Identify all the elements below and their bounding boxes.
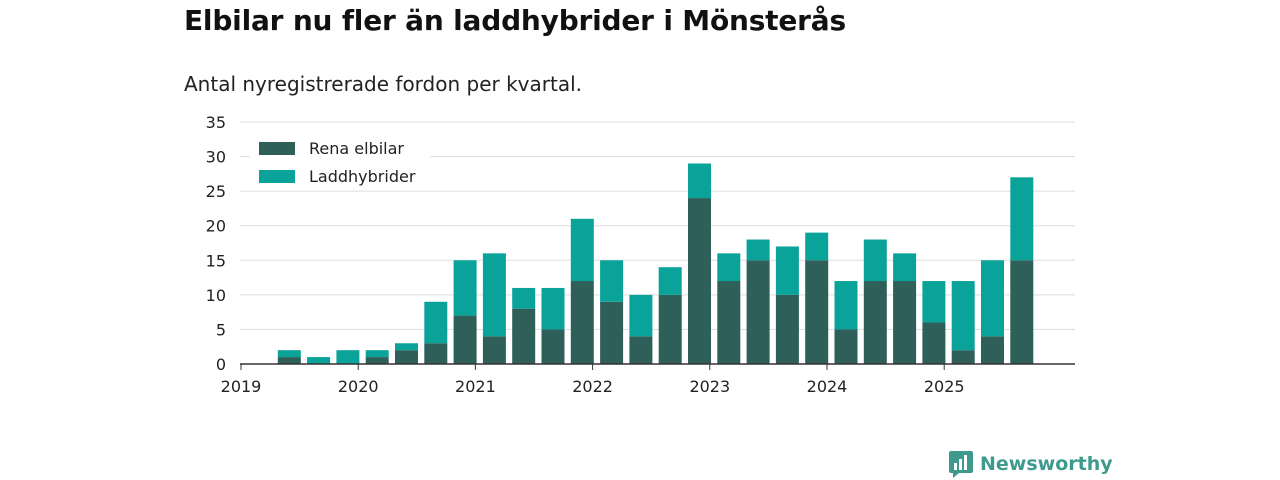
chart-title: Elbilar nu fler än laddhybrider i Mönste… bbox=[184, 4, 846, 37]
bar-laddhybrider bbox=[981, 260, 1004, 337]
bar-rena-elbilar bbox=[453, 315, 477, 364]
y-tick-label: 10 bbox=[206, 286, 226, 305]
bar-laddhybrider bbox=[775, 246, 799, 295]
bar-laddhybrider bbox=[365, 350, 389, 358]
x-tick-label: 2024 bbox=[807, 377, 848, 396]
x-tick-label: 2020 bbox=[338, 377, 379, 396]
x-tick-label: 2019 bbox=[221, 377, 262, 396]
bar-rena-elbilar bbox=[629, 336, 653, 364]
bar-rena-elbilar bbox=[746, 260, 770, 364]
brand-name: Newsworthy bbox=[980, 453, 1113, 475]
bar-rena-elbilar bbox=[981, 336, 1004, 364]
bar-laddhybrider bbox=[922, 281, 946, 323]
bar-laddhybrider bbox=[805, 232, 829, 261]
bar-laddhybrider bbox=[629, 294, 653, 337]
bar-rena-elbilar bbox=[717, 281, 741, 364]
bar-laddhybrider bbox=[336, 350, 360, 364]
bar-laddhybrider bbox=[1010, 177, 1034, 261]
y-tick-label: 0 bbox=[216, 355, 226, 374]
y-tick-label: 5 bbox=[216, 320, 226, 339]
bar-laddhybrider bbox=[746, 239, 770, 261]
bar-laddhybrider bbox=[570, 218, 594, 282]
y-tick-label: 15 bbox=[206, 251, 226, 270]
bar-laddhybrider bbox=[424, 301, 448, 344]
bar-laddhybrider bbox=[600, 260, 624, 302]
bar-laddhybrider bbox=[893, 253, 917, 282]
brand-logo: Newsworthy bbox=[948, 450, 1113, 478]
bar-laddhybrider bbox=[951, 281, 975, 351]
bar-laddhybrider bbox=[541, 287, 565, 330]
bar-rena-elbilar bbox=[775, 294, 799, 364]
legend-swatch bbox=[259, 170, 295, 183]
bar-rena-elbilar bbox=[395, 350, 418, 364]
legend-label: Laddhybrider bbox=[309, 167, 416, 186]
bar-rena-elbilar bbox=[805, 260, 829, 364]
bar-laddhybrider bbox=[307, 357, 331, 364]
bar-laddhybrider bbox=[658, 267, 682, 295]
legend-swatch bbox=[259, 142, 295, 155]
y-tick-label: 30 bbox=[206, 148, 226, 167]
x-tick-label: 2022 bbox=[572, 377, 613, 396]
bar-rena-elbilar bbox=[834, 329, 858, 364]
bar-rena-elbilar bbox=[893, 281, 917, 364]
bar-laddhybrider bbox=[453, 260, 477, 316]
legend-label: Rena elbilar bbox=[309, 139, 404, 158]
bar-laddhybrider bbox=[482, 253, 506, 337]
bar-rena-elbilar bbox=[688, 198, 711, 364]
bar-laddhybrider bbox=[834, 281, 858, 330]
bar-rena-elbilar bbox=[570, 281, 594, 364]
bar-rena-elbilar bbox=[424, 343, 448, 364]
bar-rena-elbilar bbox=[951, 350, 975, 364]
bar-laddhybrider bbox=[717, 253, 741, 282]
x-tick-label: 2025 bbox=[924, 377, 965, 396]
bar-laddhybrider bbox=[395, 343, 418, 351]
bar-laddhybrider bbox=[863, 239, 887, 282]
bar-rena-elbilar bbox=[863, 281, 887, 364]
y-tick-label: 25 bbox=[206, 182, 226, 201]
chart-subtitle: Antal nyregistrerade fordon per kvartal. bbox=[184, 72, 583, 96]
x-tick-label: 2023 bbox=[689, 377, 730, 396]
bar-rena-elbilar bbox=[512, 308, 536, 364]
newsworthy-logo-icon bbox=[949, 451, 973, 478]
bar-laddhybrider bbox=[277, 350, 301, 358]
bar-laddhybrider bbox=[512, 287, 536, 309]
bar-rena-elbilar bbox=[277, 357, 301, 364]
bar-rena-elbilar bbox=[541, 329, 565, 364]
bar-laddhybrider bbox=[688, 163, 711, 199]
bar-rena-elbilar bbox=[922, 322, 946, 364]
bar-rena-elbilar bbox=[482, 336, 506, 364]
bar-rena-elbilar bbox=[658, 294, 682, 364]
y-tick-label: 35 bbox=[206, 113, 226, 132]
bar-rena-elbilar bbox=[1010, 260, 1034, 364]
bar-rena-elbilar bbox=[365, 357, 389, 364]
bar-rena-elbilar bbox=[600, 301, 624, 364]
x-tick-label: 2021 bbox=[455, 377, 496, 396]
y-tick-label: 20 bbox=[206, 217, 226, 236]
